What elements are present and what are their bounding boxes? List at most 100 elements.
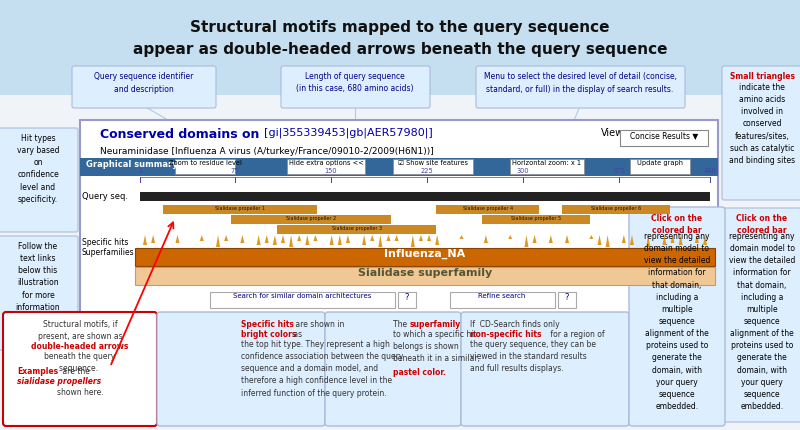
Polygon shape (630, 235, 634, 245)
Polygon shape (386, 235, 390, 241)
FancyBboxPatch shape (163, 205, 317, 214)
FancyBboxPatch shape (722, 208, 800, 422)
Text: sialidase propellers: sialidase propellers (17, 377, 101, 386)
FancyBboxPatch shape (80, 120, 718, 340)
Polygon shape (346, 235, 350, 243)
FancyBboxPatch shape (0, 236, 78, 350)
Polygon shape (394, 235, 398, 241)
FancyBboxPatch shape (72, 66, 216, 108)
Polygon shape (484, 235, 488, 243)
Text: Superfamilies: Superfamilies (82, 248, 134, 257)
Text: ?: ? (405, 293, 410, 302)
Text: are shown in: are shown in (293, 320, 344, 329)
Text: Neuraminidase [Influenza A virus (A/turkey/France/09010-2/2009(H6N1))]: Neuraminidase [Influenza A virus (A/turk… (100, 147, 434, 156)
FancyBboxPatch shape (398, 292, 416, 308)
Polygon shape (419, 235, 423, 241)
Polygon shape (281, 235, 285, 243)
Polygon shape (378, 235, 382, 247)
Polygon shape (289, 235, 293, 247)
FancyBboxPatch shape (558, 292, 576, 308)
FancyBboxPatch shape (437, 205, 539, 214)
FancyBboxPatch shape (140, 192, 710, 201)
Text: 300: 300 (517, 168, 530, 174)
FancyBboxPatch shape (210, 292, 395, 308)
Polygon shape (330, 235, 334, 245)
Text: Conserved domains on: Conserved domains on (100, 128, 259, 141)
Text: Follow the
text links
below this
illustration
for more
information
about each
hi: Follow the text links below this illustr… (16, 242, 60, 336)
Polygon shape (175, 235, 179, 243)
Polygon shape (525, 235, 529, 247)
Polygon shape (151, 235, 155, 243)
FancyBboxPatch shape (0, 128, 78, 232)
Text: bright colors: bright colors (241, 330, 296, 339)
Text: representing any
domain model to
view the detailed
information for
that domain,
: representing any domain model to view th… (729, 232, 795, 411)
Polygon shape (240, 235, 244, 243)
Polygon shape (590, 235, 594, 239)
Polygon shape (508, 235, 512, 239)
Text: shown here.: shown here. (57, 388, 103, 397)
FancyBboxPatch shape (722, 66, 800, 200)
Text: Sialidase propeller 5: Sialidase propeller 5 (511, 216, 562, 221)
Polygon shape (646, 235, 650, 247)
FancyBboxPatch shape (0, 0, 800, 95)
Polygon shape (670, 235, 674, 243)
Text: Concise Results ▼: Concise Results ▼ (630, 131, 698, 140)
Polygon shape (606, 235, 610, 247)
FancyBboxPatch shape (157, 312, 325, 426)
Text: the query sequence, they can be
viewed in the standard results
and full results : the query sequence, they can be viewed i… (470, 340, 596, 373)
FancyBboxPatch shape (231, 215, 391, 224)
Text: Sialidase propeller 1: Sialidase propeller 1 (214, 206, 265, 211)
Text: If  CD-Search finds only: If CD-Search finds only (470, 320, 560, 329)
Text: Structural motifs mapped to the query sequence: Structural motifs mapped to the query se… (190, 20, 610, 35)
Text: 225: 225 (421, 168, 434, 174)
Polygon shape (565, 235, 569, 243)
FancyBboxPatch shape (461, 312, 629, 426)
FancyBboxPatch shape (287, 159, 365, 174)
FancyBboxPatch shape (135, 248, 715, 266)
Text: superfamily: superfamily (410, 320, 462, 329)
Polygon shape (549, 235, 553, 243)
Polygon shape (265, 235, 269, 243)
Polygon shape (598, 235, 602, 245)
FancyBboxPatch shape (482, 215, 590, 224)
Text: Horizontal zoom: x 1: Horizontal zoom: x 1 (513, 160, 582, 166)
Text: Examples: Examples (17, 367, 58, 376)
Polygon shape (662, 235, 666, 245)
Polygon shape (257, 235, 261, 245)
Polygon shape (306, 235, 310, 245)
FancyBboxPatch shape (80, 158, 718, 176)
Text: The: The (393, 320, 410, 329)
Polygon shape (533, 235, 537, 243)
Polygon shape (678, 235, 682, 245)
Text: ☑ Show site features: ☑ Show site features (398, 160, 468, 166)
Text: View: View (601, 128, 624, 138)
Text: Click on the
colored bar: Click on the colored bar (737, 214, 787, 235)
FancyBboxPatch shape (0, 95, 800, 430)
Text: to which a specific hit
belongs is shown
beneath it in a similar,: to which a specific hit belongs is shown… (393, 330, 480, 363)
Text: 446: 446 (704, 168, 716, 174)
FancyBboxPatch shape (325, 312, 461, 426)
Text: as: as (291, 330, 302, 339)
FancyBboxPatch shape (175, 159, 235, 174)
Polygon shape (273, 235, 277, 245)
FancyBboxPatch shape (620, 130, 708, 146)
Text: ?: ? (565, 293, 570, 302)
Text: Specific hits: Specific hits (82, 238, 128, 247)
FancyBboxPatch shape (450, 292, 555, 308)
Text: the top hit type. They represent a high
confidence association between the query: the top hit type. They represent a high … (241, 340, 403, 398)
Polygon shape (298, 235, 302, 241)
FancyBboxPatch shape (510, 159, 584, 174)
Text: Zoom to residue level: Zoom to residue level (169, 160, 242, 166)
Text: 150: 150 (325, 168, 337, 174)
Text: Length of query sequence
(in this case, 680 amino acids): Length of query sequence (in this case, … (296, 72, 414, 93)
Polygon shape (459, 235, 463, 239)
Polygon shape (143, 235, 147, 245)
FancyBboxPatch shape (393, 159, 473, 174)
Text: Structural motifs, if
present, are shown as: Structural motifs, if present, are shown… (38, 320, 122, 341)
Polygon shape (703, 235, 707, 245)
Text: Sialidase propeller 4: Sialidase propeller 4 (462, 206, 513, 211)
Text: Update graph: Update graph (637, 160, 683, 166)
Text: representing any
domain model to
view the detailed
information for
that domain,
: representing any domain model to view th… (644, 232, 710, 411)
Polygon shape (622, 235, 626, 243)
Polygon shape (435, 235, 439, 245)
